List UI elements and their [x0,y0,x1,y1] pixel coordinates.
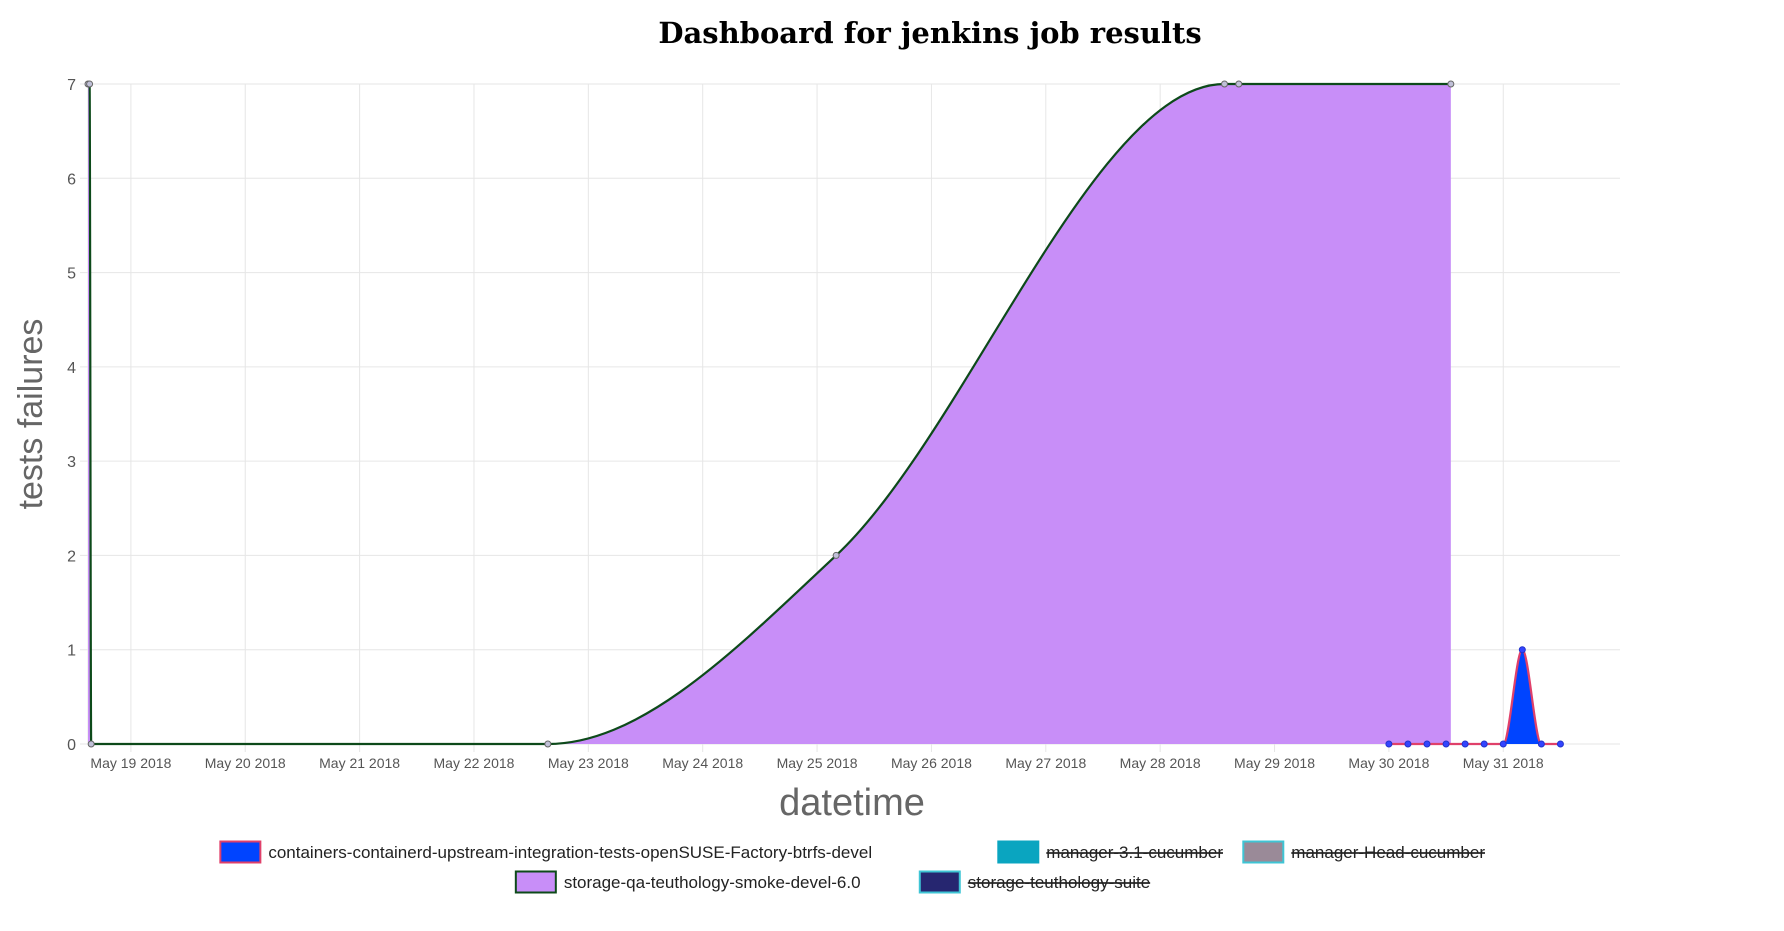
data-point[interactable] [544,740,552,748]
x-tick-label: May 31 2018 [1463,755,1544,771]
data-point[interactable] [1442,740,1450,748]
y-tick-label: 0 [67,737,76,754]
data-point[interactable] [86,80,94,88]
data-point[interactable] [87,740,95,748]
y-tick-label: 3 [67,454,76,471]
x-tick-label: May 23 2018 [548,755,629,771]
legend-item[interactable]: containers-containerd-upstream-integrati… [219,840,872,864]
data-point[interactable] [1220,80,1228,88]
x-tick-label: May 20 2018 [205,755,286,771]
x-tick-label: May 28 2018 [1120,755,1201,771]
data-point[interactable] [1518,646,1526,654]
data-point[interactable] [1499,740,1507,748]
series-line [88,82,1451,746]
y-tick-label: 2 [67,548,76,565]
x-tick-label: May 19 2018 [90,755,171,771]
data-point[interactable] [1423,740,1431,748]
legend-swatch [514,870,557,894]
data-point[interactable] [832,551,840,559]
series-area [1388,649,1561,744]
y-tick-label: 7 [67,77,76,94]
legend-label: containers-containerd-upstream-integrati… [268,843,872,862]
data-point[interactable] [1447,80,1455,88]
chart-title: Dashboard for jenkins job results [658,16,1201,50]
legend-item[interactable]: manager-Head-cucumber [1242,840,1485,864]
axes: 0 1 2 3 4 5 6 7 May 19 2018 May 20 2018 May 21 201… [67,77,1544,771]
data-point[interactable] [1480,740,1488,748]
x-tick-label: May 27 2018 [1005,755,1086,771]
legend-item[interactable]: manager-3.1-cucumber [997,840,1223,864]
legend-swatch [918,870,961,894]
data-point[interactable] [1404,740,1412,748]
legend-item[interactable]: storage-qa-teuthology-smoke-devel-6.0 [514,870,861,894]
data-point[interactable] [1385,740,1393,748]
legend-label: manager-3.1-cucumber [1046,843,1223,862]
series-area [88,84,1451,744]
y-axis-title: tests failures [12,319,50,510]
legend-swatch [1242,840,1285,864]
data-point[interactable] [1537,740,1545,748]
plot-area [84,80,1564,748]
x-tick-label: May 29 2018 [1234,755,1315,771]
x-axis-title: datetime [779,782,925,824]
y-tick-label: 5 [67,266,76,283]
data-point[interactable] [1556,740,1564,748]
data-point[interactable] [1235,80,1243,88]
legend: containers-containerd-upstream-integrati… [219,840,1485,894]
x-tick-label: May 26 2018 [891,755,972,771]
y-tick-label: 4 [67,360,76,377]
legend-swatch [219,840,262,864]
legend-swatch [997,840,1040,864]
x-tick-label: May 24 2018 [662,755,743,771]
y-tick-label: 1 [67,643,76,660]
x-tick-label: May 30 2018 [1348,755,1429,771]
legend-label: storage-teuthology-suite [968,873,1150,892]
x-tick-label: May 22 2018 [434,755,515,771]
legend-label: storage-qa-teuthology-smoke-devel-6.0 [564,873,861,892]
y-tick-label: 6 [67,171,76,188]
data-point[interactable] [1461,740,1469,748]
legend-label: manager-Head-cucumber [1291,843,1485,862]
x-tick-label: May 21 2018 [319,755,400,771]
x-tick-label: May 25 2018 [777,755,858,771]
legend-item[interactable]: storage-teuthology-suite [918,870,1150,894]
